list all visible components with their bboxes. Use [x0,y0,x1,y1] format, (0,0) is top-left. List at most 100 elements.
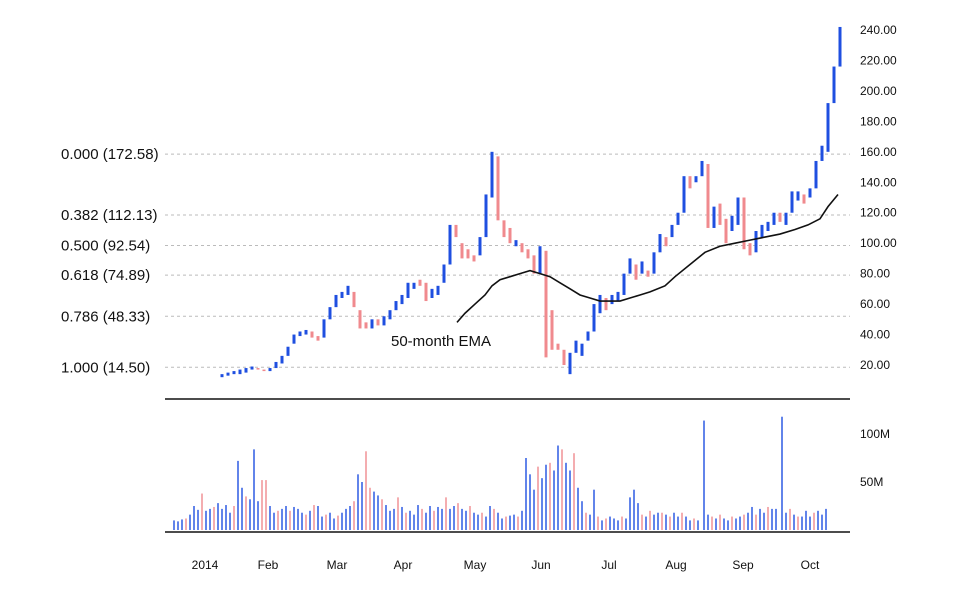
candlestick [424,282,428,302]
fib-level-label: 1.000 (14.50) [61,359,150,376]
candlestick [514,240,518,247]
price-tick-label: 160.00 [860,145,897,159]
volume-bar [711,516,713,530]
volume-bar [257,501,259,530]
candlestick [748,243,752,256]
candlestick [628,258,632,274]
candlestick [478,237,482,256]
candlestick [448,224,452,265]
volume-bar [265,480,267,530]
volume-bar [573,453,575,530]
volume-bar [785,512,787,530]
volume-bar [577,487,579,530]
volume-bar [369,487,371,530]
volume-bar [689,520,691,530]
volume-bar [665,514,667,530]
candlestick [772,212,776,225]
volume-bar [485,516,487,530]
volume-bar [221,508,223,530]
candlestick [490,151,494,198]
candlestick [790,191,794,213]
volume-bar [425,512,427,530]
candlesticks [220,26,842,378]
volume-bar [305,514,307,530]
candlestick [298,331,302,337]
volume-bar [449,508,451,530]
volume-bar [697,520,699,530]
price-tick-label: 140.00 [860,175,897,189]
volume-bar [197,509,199,530]
volume-bar [405,512,407,530]
volume-bar [805,510,807,530]
fib-level-label: 0.382 (112.13) [61,207,157,224]
volume-bar [245,496,247,530]
volume-bar [557,445,559,530]
volume-bar [817,510,819,530]
volume-bar [269,506,271,530]
candlestick [262,369,266,372]
volume-bar [385,505,387,530]
candlestick [442,264,446,283]
volume-bar [533,489,535,530]
candlestick [694,176,698,183]
candlestick [736,197,740,225]
candlestick [280,355,284,364]
ema-annotation: 50-month EMA [391,333,491,350]
candlestick [226,372,230,376]
candlestick [556,343,560,350]
candlestick [574,340,578,353]
volume-bar [281,508,283,530]
candlestick [778,212,782,222]
candlestick [580,343,584,356]
candlestick [310,331,314,338]
candlestick [676,212,680,225]
volume-bar [341,512,343,530]
volume-bar [213,506,215,530]
volume-bar [233,506,235,530]
candlestick [814,160,818,189]
price-tick-label: 220.00 [860,53,897,67]
volume-bar [813,512,815,530]
candlestick [586,331,590,341]
candlestick [508,227,512,244]
candlestick [784,212,788,225]
volume-bar [293,506,295,530]
volume-bar [545,464,547,530]
volume-bar [719,514,721,530]
volume-bar [771,508,773,530]
volume-bar [743,514,745,530]
x-tick-label: May [464,558,487,572]
volume-bar [589,514,591,530]
candlestick [520,243,524,253]
volume-bar [469,506,471,530]
volume-bar [373,491,375,530]
candlestick [652,252,656,274]
volume-bar [723,518,725,530]
volume-bar [457,503,459,530]
volume-bar [693,518,695,530]
candlestick [610,294,614,305]
candlestick [796,191,800,201]
volume-bar [453,506,455,530]
volume-bar [593,489,595,530]
candlestick [436,285,440,295]
volume-bar [609,516,611,530]
volume-bar [441,508,443,530]
volume-bar [461,508,463,530]
candlestick [316,336,320,341]
candlestick [454,224,458,238]
volume-bar [645,516,647,530]
volume-bar [401,506,403,530]
candlestick [502,220,506,238]
candlestick [286,346,290,356]
price-axis: 240.00 220.00 200.00 180.00 160.00 140.00 120.… [860,23,897,372]
candlestick [592,304,596,332]
volume-bar [185,518,187,530]
candlestick [538,246,542,274]
candlestick [706,164,710,228]
price-tick-label: 200.00 [860,84,897,98]
x-tick-label: Sep [732,558,754,572]
x-tick-label: Oct [801,558,820,572]
price-tick-label: 60.00 [860,297,890,311]
